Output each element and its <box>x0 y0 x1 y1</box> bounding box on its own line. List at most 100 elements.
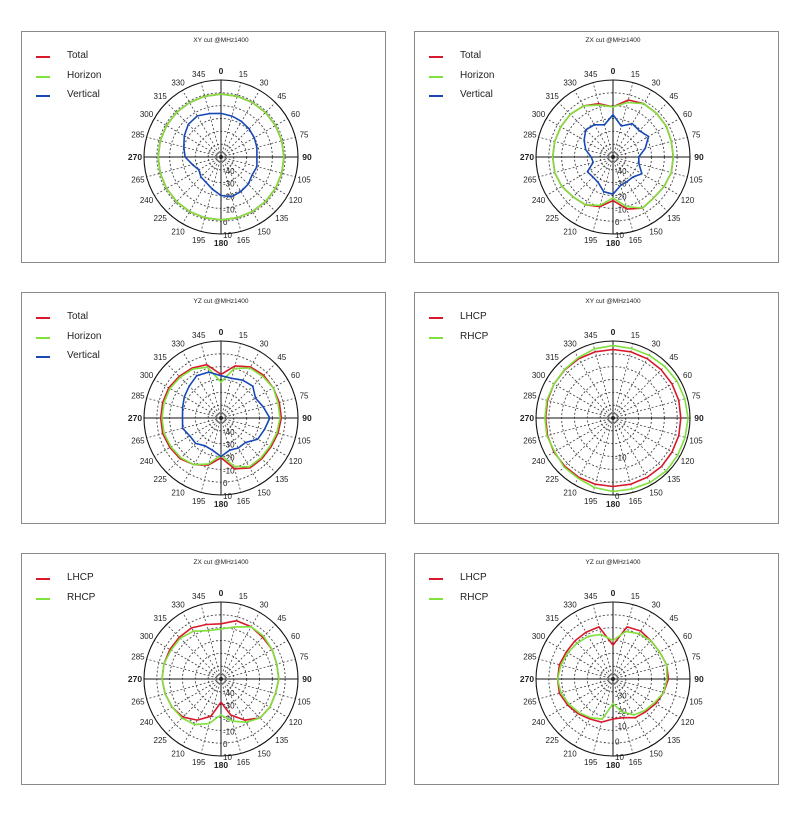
grid-spoke <box>154 118 222 158</box>
angle-tick-label: 150 <box>649 488 663 497</box>
grid-spoke <box>612 351 652 419</box>
grid-spoke <box>574 678 614 746</box>
radial-tick-label: 0 <box>615 218 620 227</box>
angle-tick-label: 285 <box>131 131 145 140</box>
grid-spoke <box>220 343 242 419</box>
grid-spoke <box>220 640 288 680</box>
radial-tick-label: -20 <box>223 454 235 463</box>
angle-tick-label: 150 <box>649 227 663 236</box>
grid-spoke <box>592 343 614 419</box>
grid-spoke <box>220 612 260 680</box>
grid-spoke <box>182 90 222 158</box>
grid-spoke <box>546 118 614 158</box>
angle-tick-label: 265 <box>523 175 537 184</box>
legend-label: Horizon <box>67 330 102 342</box>
angle-tick-label: 0 <box>219 588 224 598</box>
grid-spoke <box>166 417 222 473</box>
grid-spoke <box>220 678 276 734</box>
grid-spoke <box>612 102 668 158</box>
grid-spoke <box>220 397 296 419</box>
radial-tick-label: 10 <box>615 231 624 240</box>
legend-swatch <box>36 56 50 58</box>
angle-tick-label: 240 <box>532 457 546 466</box>
grid-spoke <box>146 397 222 419</box>
angle-tick-label: 75 <box>692 131 701 140</box>
grid-spoke <box>558 678 614 734</box>
legend-swatch <box>36 597 50 600</box>
angle-tick-label: 45 <box>669 353 678 362</box>
series-line-rhcp <box>556 630 668 720</box>
angle-tick-label: 45 <box>669 614 678 623</box>
angle-tick-label: 285 <box>523 653 537 662</box>
grid-spoke <box>200 343 222 419</box>
radial-tick-label: -10 <box>223 466 235 475</box>
grid-spoke <box>612 379 680 419</box>
chart-title: YZ cut @MHz1400 <box>193 298 248 305</box>
angle-tick-label: 180 <box>606 238 620 248</box>
grid-spoke <box>220 351 260 419</box>
angle-tick-label: 330 <box>171 340 185 349</box>
polar-grid <box>143 601 299 757</box>
angle-tick-label: 150 <box>257 488 271 497</box>
grid-spoke <box>612 604 634 680</box>
legend-swatch <box>429 95 443 97</box>
angle-tick-label: 120 <box>681 196 695 205</box>
angle-tick-label: 315 <box>154 614 168 623</box>
angle-tick-label: 225 <box>546 214 560 223</box>
chart-title: ZX cut @MHz1400 <box>585 37 640 44</box>
series-line-vertical <box>583 113 650 195</box>
grid-spoke <box>538 136 614 158</box>
angle-tick-label: 0 <box>219 66 224 76</box>
chart-title: XY cut @MHz1400 <box>193 37 249 44</box>
grid-spoke <box>146 678 222 700</box>
angle-tick-label: 270 <box>520 413 534 423</box>
angle-tick-label: 90 <box>694 674 704 684</box>
angle-tick-label: 195 <box>584 236 598 245</box>
angle-tick-label: 315 <box>546 614 560 623</box>
angle-tick-label: 265 <box>523 697 537 706</box>
grid-spoke <box>574 612 614 680</box>
grid-spoke <box>612 136 688 158</box>
grid-spoke <box>220 118 288 158</box>
angle-tick-label: 315 <box>154 92 168 101</box>
angle-tick-label: 30 <box>652 340 661 349</box>
grid-spoke <box>612 397 688 419</box>
radial-tick-label: 10 <box>615 753 624 762</box>
legend-label: LHCP <box>460 572 487 583</box>
grid-spoke <box>612 612 652 680</box>
radial-tick-label: -30 <box>223 180 235 189</box>
outer-ring <box>535 340 691 496</box>
angle-tick-label: 60 <box>683 371 692 380</box>
angle-tick-label: 105 <box>297 175 311 184</box>
radial-tick-label: -10 <box>223 727 235 736</box>
grid-spoke <box>220 102 276 158</box>
angle-tick-label: 75 <box>692 392 701 401</box>
polar-chart-panel: XY cut @MHz1400 0 15 30 45 60 75 90 105 120 135 150… <box>414 292 779 524</box>
angle-tick-label: 105 <box>297 697 311 706</box>
grid-spoke <box>538 417 614 439</box>
polar-grid <box>143 340 299 496</box>
angle-tick-label: 195 <box>192 758 206 767</box>
angle-tick-label: 285 <box>523 131 537 140</box>
grid-spoke <box>558 156 614 212</box>
grid-spoke <box>220 379 288 419</box>
angle-tick-label: 135 <box>275 475 289 484</box>
radial-tick-label: -10 <box>615 722 627 731</box>
angle-tick-label: 75 <box>692 653 701 662</box>
grid-spoke <box>220 156 296 178</box>
grid-spoke <box>546 640 614 680</box>
grid-spoke <box>612 156 652 224</box>
angle-tick-label: 135 <box>667 475 681 484</box>
angle-tick-label: 15 <box>631 592 640 601</box>
grid-spoke <box>154 156 222 196</box>
grid-spoke <box>574 351 614 419</box>
grid-spoke <box>558 363 614 419</box>
grid-spoke <box>182 678 222 746</box>
angle-tick-label: 0 <box>611 327 616 337</box>
angle-tick-label: 105 <box>297 436 311 445</box>
radial-tick-label: -10 <box>615 454 627 463</box>
grid-spoke <box>146 136 222 158</box>
angle-tick-label: 210 <box>171 749 185 758</box>
